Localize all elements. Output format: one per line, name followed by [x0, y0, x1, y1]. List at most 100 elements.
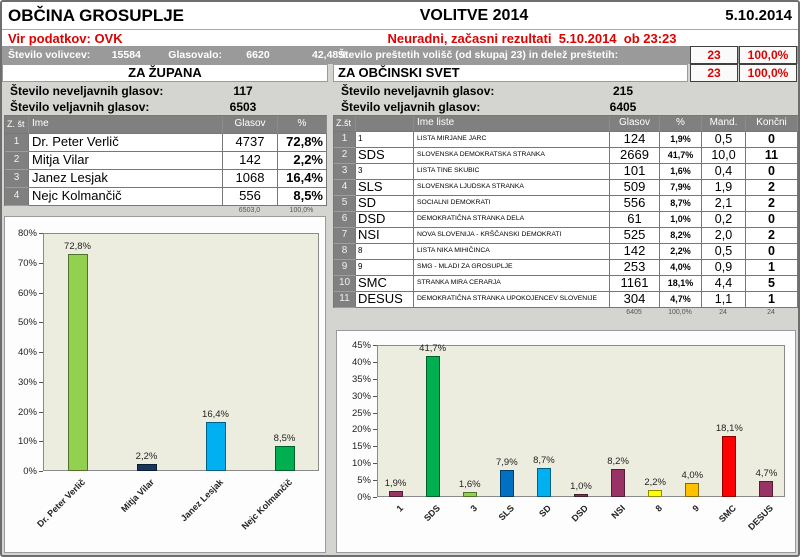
bar-value-label: 2,2%: [644, 476, 666, 488]
bar: [425, 356, 440, 497]
y-axis-tick-mark: [39, 322, 43, 324]
cell-short: 8: [356, 244, 414, 260]
bar: [611, 469, 626, 497]
bar: [462, 491, 477, 497]
cell-final: 1: [746, 292, 798, 308]
cell-mand: 0,4: [702, 164, 746, 180]
cell-mand: 2,1: [702, 196, 746, 212]
cell-mand: 0,9: [702, 260, 746, 276]
y-axis-tick-label: 10%: [17, 436, 37, 448]
y-axis-tick-label: 30%: [351, 390, 371, 402]
table-header-row: Z. št Ime Glasov%: [5, 116, 327, 134]
y-axis-tick-label: 30%: [17, 376, 37, 388]
header-cell: Ime: [29, 116, 223, 134]
table-row: 8 8 LISTA NIKA MIHIČINCA 142 2,2% 0,5 0: [334, 244, 798, 260]
council-invalid-label: Število neveljavnih glasov:: [341, 84, 495, 98]
cell-num: 11: [334, 292, 356, 308]
cell-name: Dr. Peter Verlič: [29, 134, 223, 152]
bar: [205, 422, 226, 471]
cell-num: 3: [334, 164, 356, 180]
total-cell: 100,0%: [668, 309, 692, 316]
cell-final: 5: [746, 276, 798, 292]
header-date: 5.10.2014: [725, 7, 792, 24]
cell-votes: 304: [610, 292, 660, 308]
source-status-row: Vir podatkov: OVK Neuradni, začasni rezu…: [2, 30, 798, 46]
cell-short: SLS: [356, 180, 414, 196]
bar-value-label: 8,5%: [273, 432, 296, 444]
bar-value-label: 8,2%: [607, 456, 629, 468]
mayor-valid-value: 6503: [229, 100, 257, 114]
x-axis-category-label: Mitja Vilar: [118, 477, 156, 515]
cell-short: 1: [356, 132, 414, 148]
cell-votes: 509: [610, 180, 660, 196]
y-axis-tick-mark: [39, 411, 43, 413]
cell-votes: 556: [223, 188, 278, 206]
cell-name: DEMOKRATIČNA STRANKA UPOKOJENCEV SLOVENI…: [414, 292, 610, 308]
cell-num: 7: [334, 228, 356, 244]
cell-pct: 72,8%: [278, 134, 327, 152]
cell-votes: 2669: [610, 148, 660, 164]
status-text: Neuradni, začasni rezultati 5.10.2014 ob…: [387, 30, 677, 46]
table-row: 1 1 LISTA MIRJANE JARC 124 1,9% 0,5 0: [334, 132, 798, 148]
y-axis-tick-label: 5%: [357, 475, 371, 487]
table-row: 6 DSD DEMOKRATIČNA STRANKA DELA 61 1,0% 0,2 0: [334, 212, 798, 228]
mayor-table-totals: 6503,0 100,0%: [4, 206, 326, 216]
table-row: 7 NSI NOVA SLOVENIJA - KRŠČANSKI DEMOKRATI…: [334, 228, 798, 244]
bar: [648, 489, 663, 497]
x-axis-category-label: Janez Lesjak: [178, 477, 225, 524]
cell-mand: 0,5: [702, 132, 746, 148]
turnout-bar: Število volivcev: 15584 Glasovalo: 6620 …: [2, 46, 798, 64]
y-axis-tick-label: 45%: [351, 340, 371, 351]
cell-final: 11: [746, 148, 798, 164]
cell-short: SDS: [356, 148, 414, 164]
y-axis-tick-mark: [373, 463, 377, 465]
cell-pct: 41,7%: [660, 148, 702, 164]
table-header-row: Z.št Ime liste Glasov% Mand. Končni: [334, 116, 798, 132]
cell-pct: 16,4%: [278, 170, 327, 188]
y-axis-tick-mark: [39, 471, 43, 472]
bar-value-label: 1,6%: [458, 478, 481, 490]
bar: [722, 435, 737, 497]
cell-pct: 1,0%: [660, 212, 702, 228]
chart-plot-area: [377, 345, 785, 497]
cell-short: SMC: [356, 276, 414, 292]
cell-short: NSI: [356, 228, 414, 244]
table-row: 2 Mitja Vilar 142 2,2%: [5, 152, 327, 170]
cell-final: 0: [746, 212, 798, 228]
bar-value-label: 41,7%: [419, 343, 447, 355]
cell-pct: 4,0%: [660, 260, 702, 276]
cell-short: 3: [356, 164, 414, 180]
y-axis-tick-label: 70%: [17, 257, 37, 269]
chart-plot-area: [43, 233, 319, 471]
cell-name: LISTA MIRJANE JARC: [414, 132, 610, 148]
y-axis-tick-mark: [373, 361, 377, 363]
data-source-label: Vir podatkov: OVK: [8, 30, 123, 46]
bar: [136, 464, 157, 471]
cell-mand: 0,2: [702, 212, 746, 228]
bar: [67, 254, 88, 471]
council-table-totals: 6405 100,0% 24 24: [333, 308, 797, 318]
municipality-title: OBČINA GROSUPLJE: [8, 5, 185, 25]
x-axis-category-label: Dr. Peter Verlič: [34, 477, 87, 530]
y-axis-tick-mark: [373, 378, 377, 380]
y-axis-tick-mark: [39, 441, 43, 443]
cell-short: SD: [356, 196, 414, 212]
cell-name: SMG - MLADI ZA GROSUPLJE: [414, 260, 610, 276]
y-axis-tick-mark: [373, 429, 377, 431]
y-axis-tick-mark: [373, 395, 377, 397]
turnout-value: 42,48%: [311, 49, 348, 61]
council-invalid-value: 215: [612, 84, 634, 98]
cell-mand: 2,0: [702, 228, 746, 244]
total-cell: [28, 206, 222, 216]
cell-num: 3: [5, 170, 29, 188]
total-cell: [355, 308, 413, 318]
header-cell: %: [660, 116, 702, 132]
cell-votes: 556: [610, 196, 660, 212]
cell-votes: 101: [610, 164, 660, 180]
table-row: 11 DESUS DEMOKRATIČNA STRANKA UPOKOJENCEV …: [334, 292, 798, 308]
table-row: 10 SMC STRANKA MIRA CERARJA 1161 18,1% 4,4 5: [334, 276, 798, 292]
section-title-council: ZA OBČINSKI SVET: [333, 64, 688, 82]
y-axis-tick-label: 0%: [23, 466, 37, 477]
bar: [274, 445, 295, 471]
